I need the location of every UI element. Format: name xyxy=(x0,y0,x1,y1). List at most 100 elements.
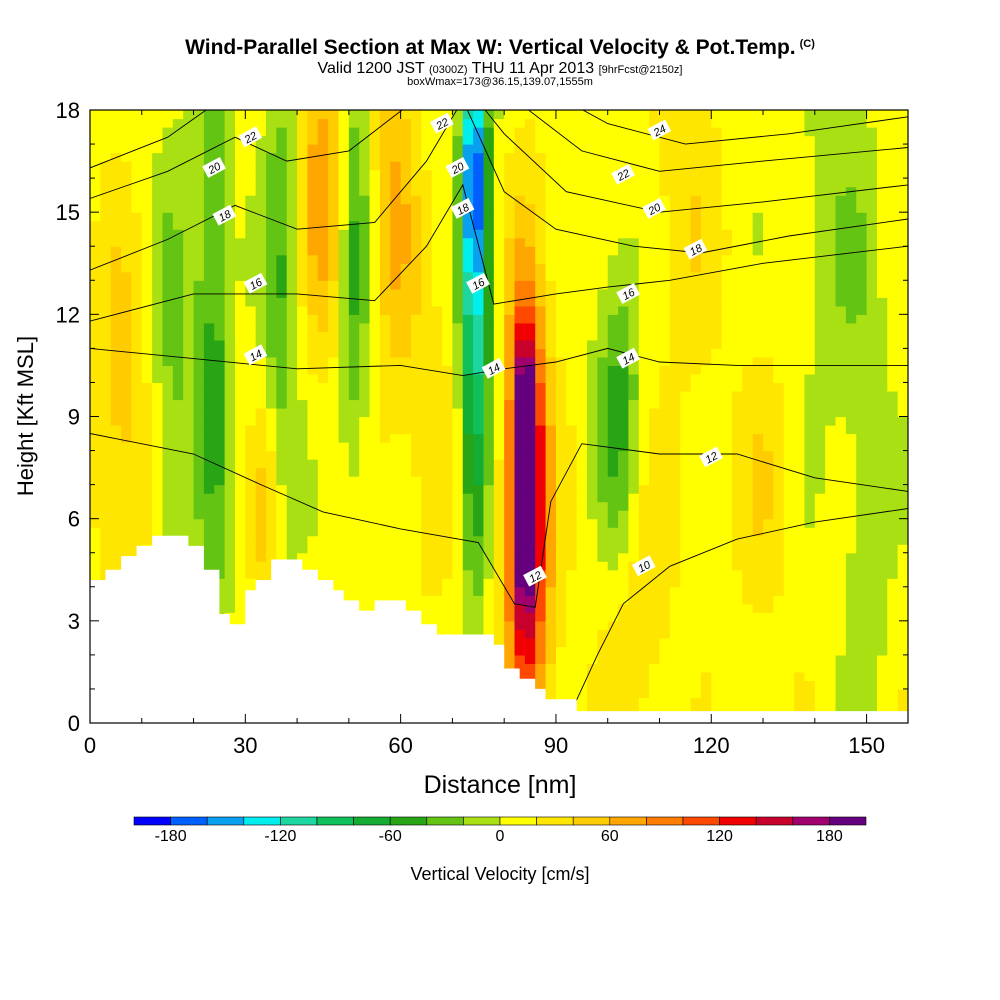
w-cell xyxy=(121,373,133,384)
w-cell xyxy=(110,237,122,247)
w-cell xyxy=(234,322,246,332)
w-cell xyxy=(390,586,402,596)
w-cell xyxy=(680,144,692,154)
w-cell xyxy=(649,425,661,435)
w-cell xyxy=(638,586,650,596)
w-cell xyxy=(162,493,174,503)
w-cell xyxy=(638,671,650,682)
w-cell xyxy=(731,254,743,264)
w-cell xyxy=(711,297,723,307)
w-cell xyxy=(638,476,650,486)
w-cell xyxy=(442,552,453,562)
w-cell xyxy=(773,612,785,622)
w-cell xyxy=(659,254,671,264)
w-cell xyxy=(721,603,733,613)
w-cell xyxy=(607,552,619,562)
w-cell xyxy=(804,705,816,716)
w-cell xyxy=(266,229,277,239)
w-cell xyxy=(442,390,453,401)
w-cell xyxy=(742,382,754,392)
w-cell xyxy=(234,527,246,537)
w-cell xyxy=(255,322,267,332)
w-cell xyxy=(473,476,485,486)
w-cell xyxy=(214,348,226,358)
w-cell xyxy=(100,425,112,435)
w-cell xyxy=(524,263,536,273)
w-cell xyxy=(794,450,806,460)
w-cell xyxy=(690,612,702,622)
w-cell xyxy=(400,467,412,477)
w-cell xyxy=(566,178,578,188)
w-cell xyxy=(700,118,712,128)
w-cell xyxy=(514,476,526,486)
w-cell xyxy=(131,425,143,435)
w-cell xyxy=(297,518,309,528)
w-cell xyxy=(110,476,122,486)
w-cell xyxy=(524,629,536,639)
w-cell xyxy=(442,178,453,188)
w-cell xyxy=(307,186,319,196)
w-cell xyxy=(721,305,733,315)
w-cell xyxy=(338,203,350,213)
w-cell xyxy=(576,569,588,579)
w-cell xyxy=(286,288,298,298)
w-cell xyxy=(514,569,526,579)
w-cell xyxy=(773,442,785,452)
w-cell xyxy=(566,586,578,596)
w-cell xyxy=(276,169,288,179)
w-cell xyxy=(618,305,630,315)
w-cell xyxy=(597,552,609,562)
w-cell xyxy=(379,144,391,154)
w-cell xyxy=(794,195,806,205)
w-cell xyxy=(535,297,547,307)
w-cell xyxy=(721,544,733,554)
w-cell xyxy=(721,535,733,545)
w-cell xyxy=(566,365,578,375)
w-cell xyxy=(742,399,754,409)
w-cell xyxy=(587,407,598,418)
w-cell xyxy=(783,271,795,281)
w-cell xyxy=(369,467,381,477)
w-cell xyxy=(587,169,598,179)
w-cell xyxy=(680,595,692,605)
w-cell xyxy=(110,373,122,384)
w-cell xyxy=(338,535,350,545)
w-cell xyxy=(100,229,112,239)
w-cell xyxy=(700,195,712,205)
w-cell xyxy=(338,314,350,324)
w-cell xyxy=(514,459,526,469)
w-cell xyxy=(794,152,806,162)
w-cell xyxy=(514,152,526,162)
w-cell xyxy=(504,390,516,401)
w-cell xyxy=(131,263,143,273)
w-cell xyxy=(742,152,754,162)
w-cell xyxy=(700,110,712,120)
w-cell xyxy=(514,493,526,503)
w-cell xyxy=(307,467,319,477)
w-cell xyxy=(649,169,661,179)
w-cell xyxy=(172,356,184,367)
w-cell xyxy=(721,169,733,179)
w-cell xyxy=(390,544,402,554)
w-cell xyxy=(452,527,464,537)
w-cell xyxy=(431,510,443,520)
w-cell xyxy=(431,433,443,443)
w-cell xyxy=(328,135,340,145)
w-cell xyxy=(110,365,122,375)
w-cell xyxy=(172,365,184,375)
w-cell xyxy=(618,186,630,196)
w-cell xyxy=(545,144,557,154)
w-cell xyxy=(628,144,640,154)
w-cell xyxy=(597,288,609,298)
w-cell xyxy=(711,203,723,213)
w-cell xyxy=(224,612,236,622)
w-cell xyxy=(773,348,785,358)
w-cell xyxy=(763,450,774,460)
w-cell xyxy=(804,561,816,571)
w-cell xyxy=(514,382,526,392)
w-cell xyxy=(597,356,609,367)
w-cell xyxy=(317,118,329,128)
w-cell xyxy=(752,586,764,596)
w-cell xyxy=(172,135,184,145)
w-cell xyxy=(680,629,692,639)
